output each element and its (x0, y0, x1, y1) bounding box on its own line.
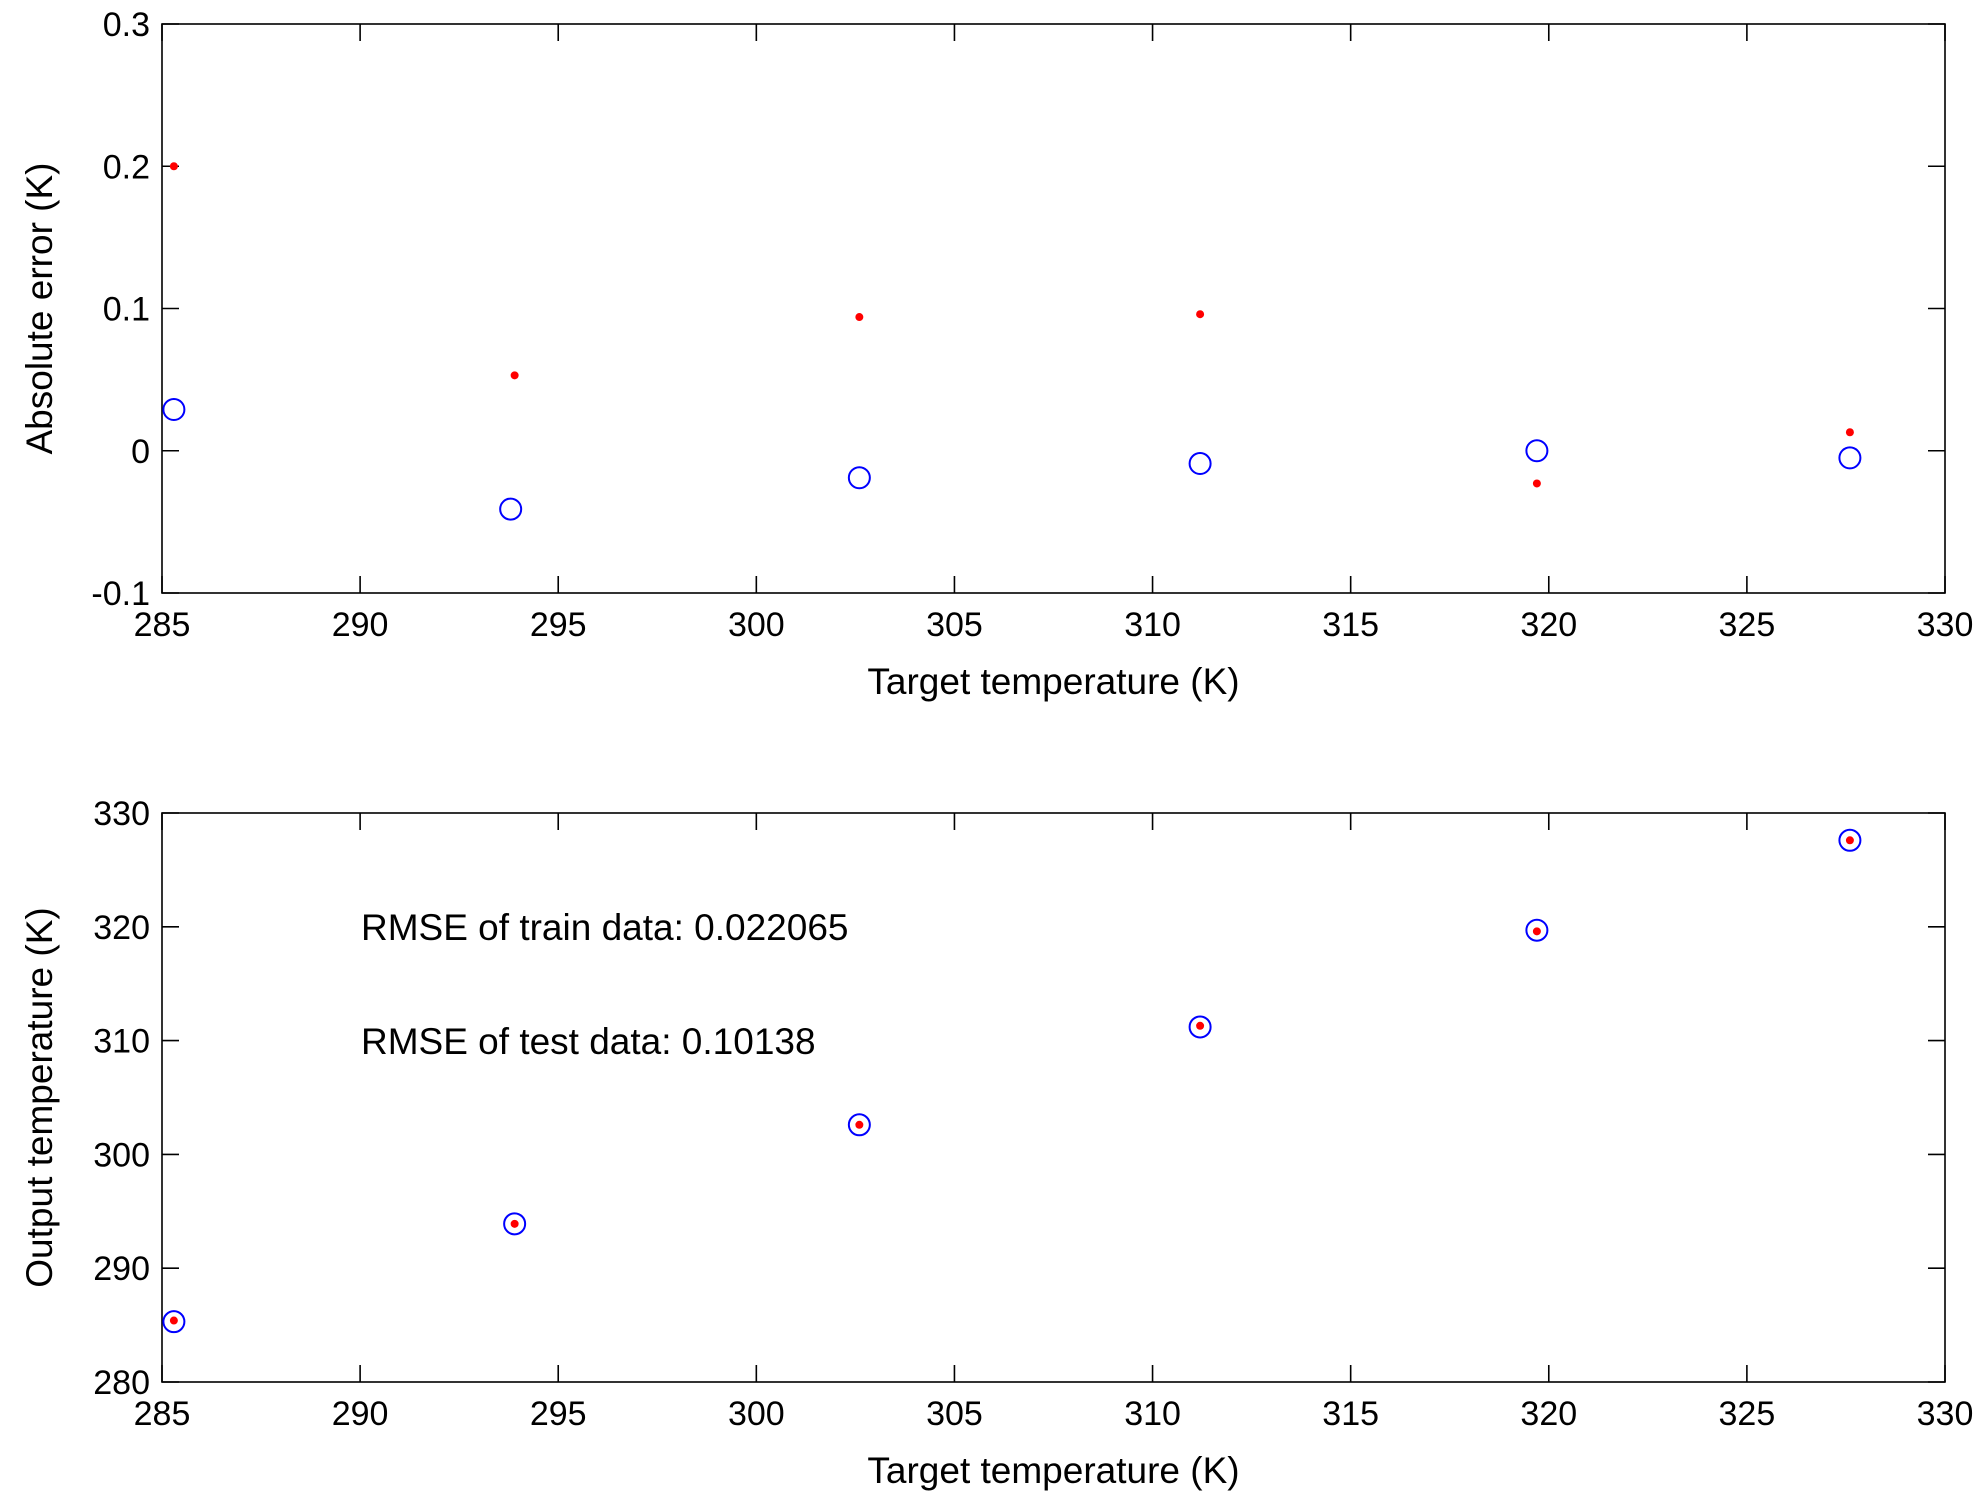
x-tick-label: 315 (1322, 1395, 1379, 1433)
plot-frame (161, 23, 1946, 594)
data-point-dot (169, 162, 178, 171)
plot-frame (161, 812, 1946, 1383)
x-tick-label: 325 (1719, 1395, 1776, 1433)
y-tick-label: 290 (93, 1250, 150, 1288)
x-tick-label: 285 (134, 1395, 191, 1433)
x-tick-label: 315 (1322, 606, 1379, 644)
annotation-train-rmse: RMSE of train data: 0.022065 (361, 907, 848, 948)
x-tick-label: 295 (530, 606, 587, 644)
data-point-circle (1188, 1015, 1212, 1039)
annotation-test-rmse: RMSE of test data: 0.10138 (361, 1021, 816, 1062)
data-point-circle (1525, 439, 1549, 463)
series-1 (169, 162, 1854, 488)
data-point-dot (1196, 1021, 1205, 1030)
x-tick-label: 325 (1719, 606, 1776, 644)
x-tick-label: 330 (1917, 606, 1974, 644)
x-tick-label: 290 (332, 1395, 389, 1433)
x-tick-label: 290 (332, 606, 389, 644)
x-axis-label: Target temperature (K) (867, 661, 1239, 702)
y-tick-label: -0.1 (91, 575, 150, 613)
data-point-circle (1525, 918, 1549, 942)
x-tick-label: 285 (134, 606, 191, 644)
chart-panel-absolute-error: 285 290 295 300 305 310 315 320 325 330 -0.1 0 0.1 0.… (19, 6, 1973, 702)
data-point-circle (1838, 446, 1862, 470)
x-tick-label: 300 (728, 1395, 785, 1433)
x-tick-label: 330 (1917, 1395, 1974, 1433)
y-tick-label: 0.2 (103, 148, 150, 186)
data-point-circle (503, 1212, 527, 1236)
y-tick-label: 0.3 (103, 6, 150, 44)
data-point-dot (1532, 479, 1541, 488)
data-point-dot (169, 1316, 178, 1325)
x-tick-label: 305 (926, 606, 983, 644)
x-tick-label: 310 (1124, 1395, 1181, 1433)
data-point-circle (847, 466, 871, 490)
data-point-dot (1196, 310, 1205, 319)
axes: 285 290 295 300 305 310 315 320 325 330 -0.1 0 0.1 0.… (19, 6, 1973, 702)
x-axis-label: Target temperature (K) (867, 1450, 1239, 1491)
y-tick-label: 300 (93, 1136, 150, 1174)
y-tick-label: 320 (93, 909, 150, 947)
y-tick-label: 280 (93, 1364, 150, 1402)
data-point-dot (855, 313, 864, 322)
x-tick-label: 295 (530, 1395, 587, 1433)
x-tick-label: 300 (728, 606, 785, 644)
x-tick-label: 305 (926, 1395, 983, 1433)
y-tick-label: 330 (93, 795, 150, 833)
x-tick-label: 320 (1520, 606, 1577, 644)
y-axis-label: Output temperature (K) (19, 907, 60, 1287)
data-point-dot (510, 1219, 519, 1228)
data-point-dot (855, 1120, 864, 1129)
data-point-circle (1188, 452, 1212, 476)
series-0 (162, 397, 1862, 521)
data-point-dot (1532, 927, 1541, 936)
data-point-circle (1838, 828, 1862, 852)
axes: 285 290 295 300 305 310 315 320 325 330 280 290 300 3… (19, 795, 1973, 1491)
data-point-circle (162, 1310, 186, 1334)
data-point-circle (847, 1113, 871, 1137)
y-tick-label: 0 (131, 433, 150, 471)
series-0 (162, 828, 1862, 1334)
data-point-dot (1845, 836, 1854, 845)
y-axis-label: Absolute error (K) (19, 163, 60, 455)
data-point-dot (510, 371, 519, 380)
chart-panel-output-temperature: RMSE of train data: 0.022065 RMSE of tes… (19, 795, 1973, 1491)
y-tick-label: 310 (93, 1023, 150, 1061)
series-1 (169, 836, 1854, 1325)
x-tick-label: 310 (1124, 606, 1181, 644)
data-point-circle (499, 497, 523, 521)
x-tick-label: 320 (1520, 1395, 1577, 1433)
data-point-circle (162, 397, 186, 421)
y-tick-label: 0.1 (103, 291, 150, 329)
data-point-dot (1845, 428, 1854, 437)
